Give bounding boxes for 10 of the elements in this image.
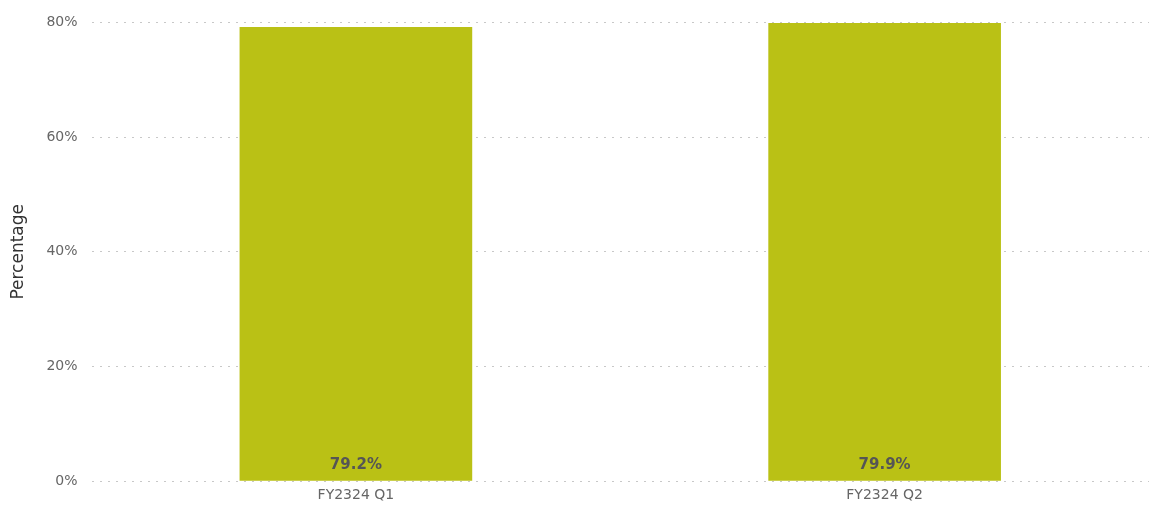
y-tick-label: 0% [55,471,78,488]
y-axis-title: Percentage [6,203,27,300]
y-tick-label: 80% [46,13,78,30]
x-tick-label: FY2324 Q1 [317,486,395,503]
data-label: 79.2% [329,455,382,474]
y-tick-label: 60% [46,127,78,144]
data-label: 79.9% [858,455,911,474]
y-tick-label: 40% [46,242,78,259]
y-tick-label: 20% [46,357,78,374]
x-tick-label: FY2324 Q2 [846,486,923,503]
